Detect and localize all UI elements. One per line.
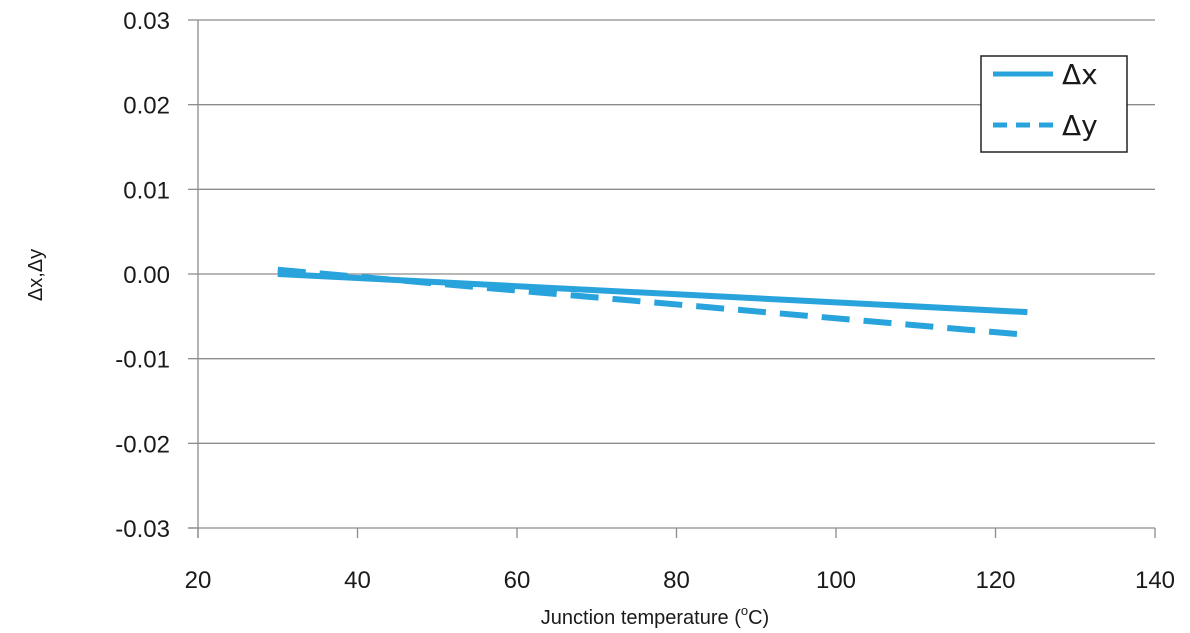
axes [188, 19, 1156, 538]
x-tick-labels: 20 40 60 80 100 120 140 [185, 567, 1175, 594]
x-tick-label: 40 [344, 567, 371, 594]
x-axis-title-tail: C) [748, 607, 769, 629]
y-tick-label: 0.02 [123, 93, 170, 120]
x-tick-label: 120 [975, 567, 1015, 594]
x-tick-label: 60 [504, 567, 531, 594]
x-axis-title: Junction temperature (oC) [541, 603, 769, 629]
y-tick-label: 0.00 [123, 262, 170, 289]
x-tick-label: 80 [663, 567, 690, 594]
x-axis-title-main: Junction temperature ( [541, 607, 741, 629]
y-tick-label: 0.03 [123, 8, 170, 35]
legend-box [980, 55, 1128, 153]
gridlines [198, 19, 1155, 444]
x-tick-label: 100 [816, 567, 856, 594]
legend-label-dx: Δx [1062, 58, 1098, 91]
y-tick-labels: 0.03 0.02 0.01 0.00 -0.01 -0.02 -0.03 [115, 8, 170, 543]
x-axis-title-sup: o [741, 603, 748, 618]
y-tick-label: -0.02 [115, 431, 170, 458]
x-tick-label: 140 [1135, 567, 1175, 594]
y-tick-label: -0.01 [115, 347, 170, 374]
y-tick-label: -0.03 [115, 516, 170, 543]
series-lines [277, 266, 1028, 338]
x-tick-label: 20 [185, 567, 212, 594]
legend-label-dy: Δy [1062, 109, 1098, 142]
series-line-dx [277, 271, 1028, 316]
legend: Δx Δy [980, 55, 1128, 153]
y-tick-label: 0.01 [123, 177, 170, 204]
y-axis-title: Δx,Δy [25, 249, 47, 301]
